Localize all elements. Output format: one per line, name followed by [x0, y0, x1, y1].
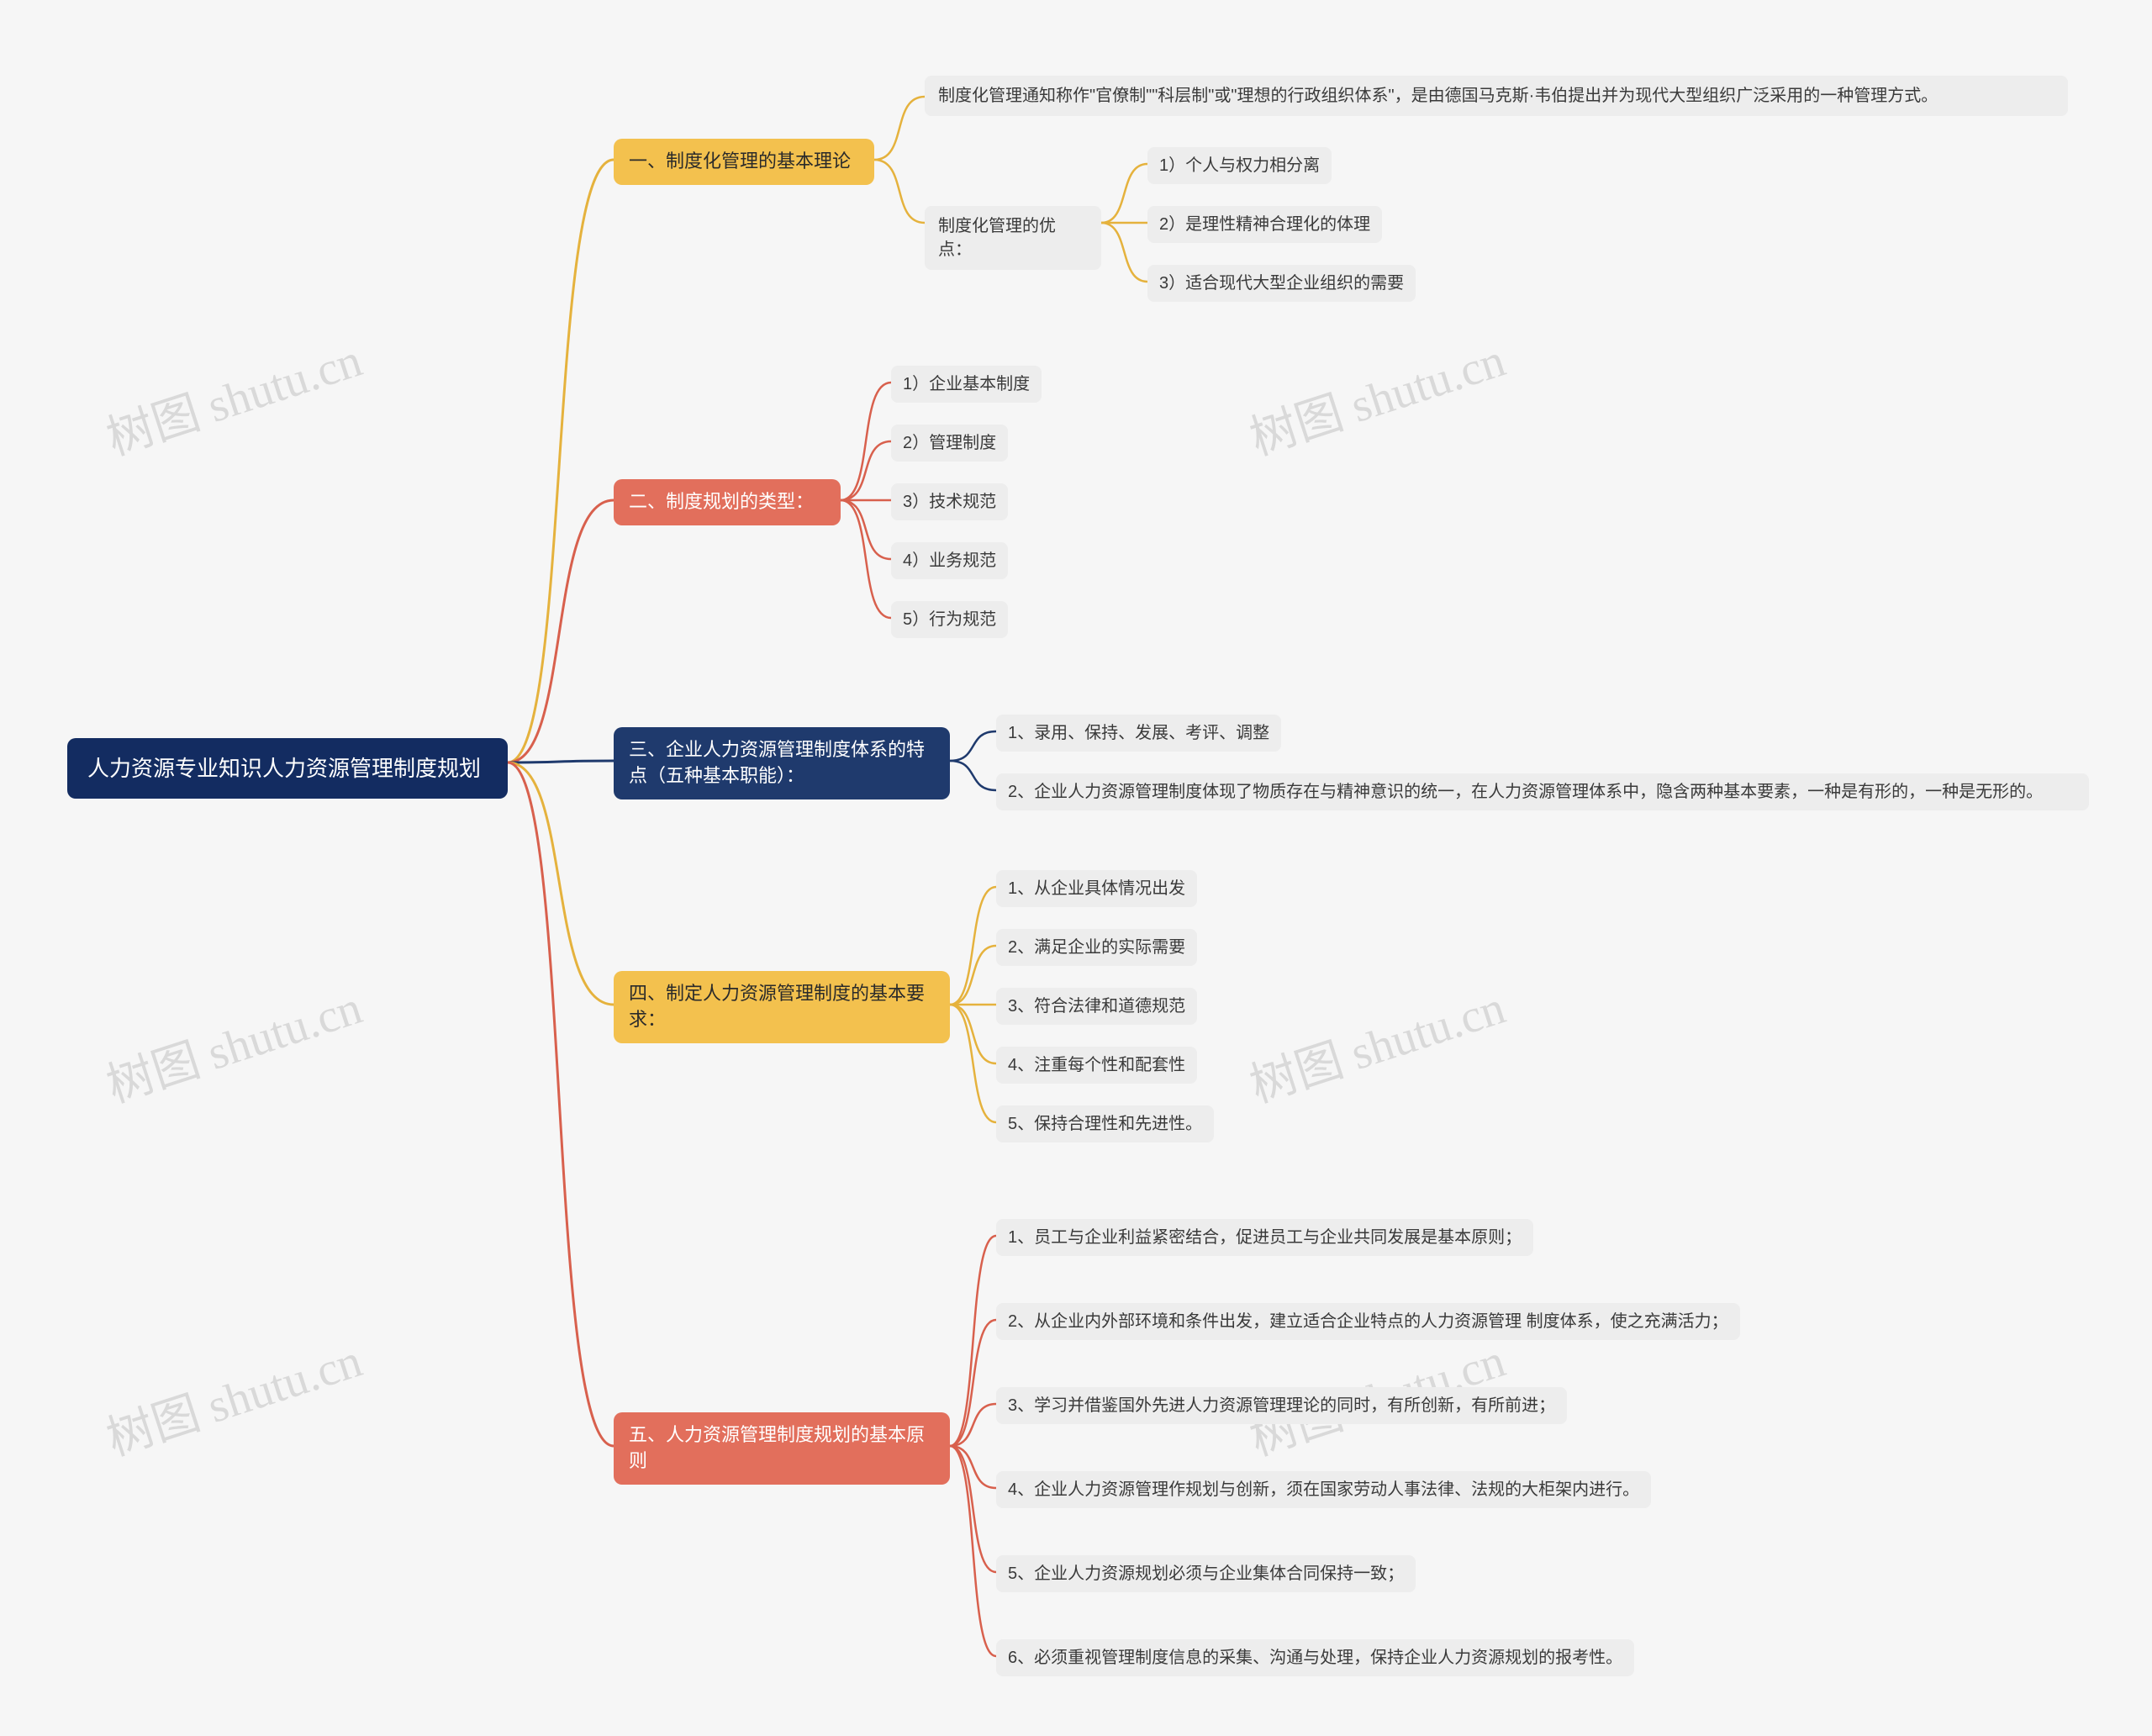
branch-1-b-item-2: 3）适合现代大型企业组织的需要 [1147, 265, 1416, 302]
branch-5-item-0: 1、员工与企业利益紧密结合，促进员工与企业共同发展是基本原则； [996, 1219, 1533, 1256]
branch-5-item-5: 6、必须重视管理制度信息的采集、沟通与处理，保持企业人力资源规划的报考性。 [996, 1639, 1634, 1676]
branch-5-item-4: 5、企业人力资源规划必须与企业集体合同保持一致； [996, 1555, 1416, 1592]
branch-4-item-1: 2、满足企业的实际需要 [996, 929, 1197, 966]
branch-3: 三、企业人力资源管理制度体系的特点（五种基本职能）： [614, 727, 950, 799]
branch-5-item-3: 4、企业人力资源管理作规划与创新，须在国家劳动人事法律、法规的大柜架内进行。 [996, 1471, 1651, 1508]
watermark: 树图 shutu.cn [97, 322, 369, 468]
branch-2-item-1: 2）管理制度 [891, 425, 1008, 462]
branch-4-item-3: 4、注重每个性和配套性 [996, 1047, 1197, 1084]
branch-1-child-b-label: 制度化管理的优点： [925, 206, 1101, 270]
branch-2-item-2: 3）技术规范 [891, 483, 1008, 520]
branch-3-item-0: 1、录用、保持、发展、考评、调整 [996, 715, 1281, 752]
branch-2: 二、制度规划的类型： [614, 479, 841, 525]
branch-1-b-item-1: 2）是理性精神合理化的体理 [1147, 206, 1382, 243]
branch-1-b-item-0: 1）个人与权力相分离 [1147, 147, 1332, 184]
branch-1: 一、制度化管理的基本理论 [614, 139, 874, 185]
branch-3-item-1: 2、企业人力资源管理制度体现了物质存在与精神意识的统一，在人力资源管理体系中，隐… [996, 773, 2089, 810]
watermark: 树图 shutu.cn [97, 969, 369, 1116]
branch-5-item-1: 2、从企业内外部环境和条件出发，建立适合企业特点的人力资源管理 制度体系，使之充… [996, 1303, 1740, 1340]
branch-2-item-0: 1）企业基本制度 [891, 366, 1042, 403]
branch-2-item-3: 4）业务规范 [891, 542, 1008, 579]
branch-1-child-a: 制度化管理通知称作"官僚制""科层制"或"理想的行政组织体系"，是由德国马克斯·… [925, 76, 2068, 116]
branch-2-item-4: 5）行为规范 [891, 601, 1008, 638]
root-node: 人力资源专业知识人力资源管理制度规划 [67, 738, 508, 799]
branch-5-item-2: 3、学习并借鉴国外先进人力资源管理理论的同时，有所创新，有所前进； [996, 1387, 1567, 1424]
watermark: 树图 shutu.cn [1240, 969, 1512, 1116]
branch-4-item-4: 5、保持合理性和先进性。 [996, 1105, 1214, 1142]
branch-4-item-2: 3、符合法律和道德规范 [996, 988, 1197, 1025]
branch-4-item-0: 1、从企业具体情况出发 [996, 870, 1197, 907]
watermark: 树图 shutu.cn [97, 1322, 369, 1469]
branch-5: 五、人力资源管理制度规划的基本原则 [614, 1412, 950, 1485]
branch-4: 四、制定人力资源管理制度的基本要求： [614, 971, 950, 1043]
watermark: 树图 shutu.cn [1240, 322, 1512, 468]
